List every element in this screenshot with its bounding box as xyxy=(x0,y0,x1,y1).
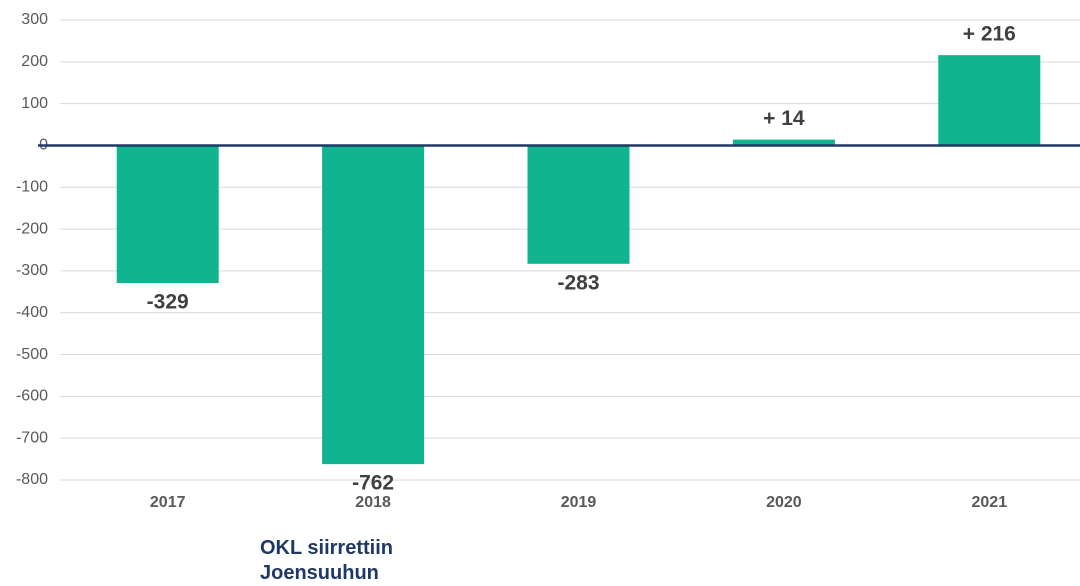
bar xyxy=(116,145,219,284)
y-tick-label: -100 xyxy=(16,178,48,195)
y-tick-label: -800 xyxy=(16,471,48,488)
y-tick-label: -500 xyxy=(16,346,48,363)
value-label: -329 xyxy=(147,291,189,314)
y-tick-label: -700 xyxy=(16,429,48,446)
bar xyxy=(527,145,630,264)
y-tick-label: 100 xyxy=(21,95,48,112)
x-tick-label: 2018 xyxy=(355,494,391,511)
y-tick-label: -600 xyxy=(16,388,48,405)
value-label: -283 xyxy=(557,271,599,294)
bar xyxy=(322,145,425,465)
x-tick-label: 2021 xyxy=(972,494,1008,511)
y-tick-label: 300 xyxy=(21,11,48,28)
y-tick-label: -200 xyxy=(16,220,48,237)
annotation: OKL siirrettiin Joensuuhun xyxy=(260,537,393,584)
value-label: -762 xyxy=(352,472,394,495)
y-tick-label: -400 xyxy=(16,304,48,321)
x-tick-label: 2019 xyxy=(561,494,597,511)
bar xyxy=(732,139,835,146)
x-tick-label: 2017 xyxy=(150,494,186,511)
bar xyxy=(938,55,1041,146)
y-tick-label: 200 xyxy=(21,53,48,70)
y-tick-label: -300 xyxy=(16,262,48,279)
x-tick-label: 2020 xyxy=(766,494,802,511)
value-label: + 14 xyxy=(763,107,805,130)
value-label: + 216 xyxy=(963,23,1016,46)
